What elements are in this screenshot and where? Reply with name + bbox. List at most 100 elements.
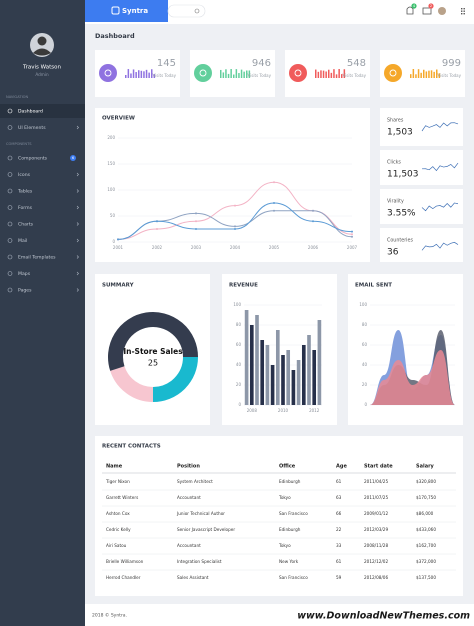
nav-item[interactable]: Tables [17,189,33,195]
point [351,233,353,236]
metric-value: 1,503 [387,128,413,138]
x-tick-label: 2008 [247,408,258,413]
cell: Cedric Kelly [106,527,131,532]
x-tick-label: 2004 [230,245,241,250]
cell: San Francisco [279,575,308,580]
y-tick-label: 100 [359,302,367,307]
point [195,220,197,223]
sparkline [421,162,459,172]
cell: 2012/08/06 [364,575,388,580]
page-title: Dashboard [95,32,135,40]
bar [244,310,249,405]
point [117,238,119,241]
bar [317,320,322,405]
stat-cards: 145 Visits Today 946 Visits Today 548 Visits … [95,50,465,97]
bar [307,335,311,405]
x-tick-label: 2001 [113,245,124,250]
nav-icon [7,205,13,210]
donut-chart [108,312,198,402]
user-avatar[interactable] [438,7,446,15]
sparkbar [138,70,140,78]
badge-count: 4 [413,4,416,8]
y-tick-label: 100 [107,187,115,192]
donut-value: 25 [148,359,158,368]
chevron [76,222,79,226]
sparkbar [343,69,346,78]
metric-label: Clicks [387,160,401,166]
point [351,230,353,233]
stat-label: Visits Today [153,73,177,78]
y-tick-label: 40 [236,362,242,367]
cell: 2011/04/25 [364,479,388,484]
sparkbar [135,72,137,78]
search-box[interactable] [167,4,206,18]
cell: System Architect [177,479,213,484]
cell: Sales Assistant [177,575,209,580]
nav-item[interactable]: Maps [18,271,31,277]
stat-icon [289,64,307,82]
cell: Edinburgh [279,479,301,484]
nav-item[interactable]: Icons [18,172,31,178]
card-title: OVERVIEW [102,116,135,122]
cell: 22 [336,527,342,532]
bar [260,340,265,405]
chevron [76,125,79,130]
y-tick-label: 80 [236,322,242,327]
point [195,212,197,215]
x-tick-label: 2002 [152,245,163,250]
logo[interactable] [85,0,168,22]
bar [255,315,259,405]
nav-item[interactable]: Forms [18,205,33,211]
cell: $170,750 [416,495,436,500]
nav-badge-count: 6 [72,156,74,160]
y-tick-label: 0 [112,239,115,244]
sparkbar [338,69,340,78]
nav-icon [7,108,13,114]
avatar-head [37,36,47,46]
bar [265,345,270,405]
stat-value: 999 [442,58,461,69]
sparkbar [145,69,148,78]
sparkbar [317,71,320,78]
logo-icon [111,6,120,15]
card-title: EMAIL SENT [355,283,392,289]
nav-item[interactable]: Mail [18,238,27,244]
y-tick-label: 60 [236,342,242,347]
sparkbar [328,69,330,78]
point [195,228,197,230]
point [234,204,236,207]
sparkbar [436,69,438,78]
cell: Airi Satou [106,543,127,548]
y-tick-label: 80 [362,322,368,327]
cell: 2009/01/12 [364,511,388,516]
sparkbar [325,71,327,78]
point [312,209,314,212]
sparkline [421,241,459,251]
nav-item[interactable]: Components [18,156,48,162]
sparkbar [233,74,235,78]
nav-item[interactable]: Charts [18,222,34,228]
cell: Edinburgh [279,527,301,532]
nav-item[interactable]: Email Templates [18,255,56,261]
chevron [76,172,79,177]
nav-icon [7,172,13,177]
y-tick-label: 60 [362,342,368,347]
x-tick-label: 2012 [309,408,320,413]
sparkbar [230,69,232,78]
nav-item[interactable]: Dashboard [18,109,43,115]
cell: 2012/12/02 [364,559,388,564]
cell: Tiger Nixon [105,479,130,484]
stat-label: Visits Today [248,73,272,78]
watermark: www.DownloadNewThemes.com [297,611,470,622]
bell-icon[interactable] [406,6,414,15]
metric-cards: Shares 1,503 Clicks 11,503 Virality 3.55% Coun… [380,108,463,262]
nav-item[interactable]: Pages [18,288,32,294]
mail-icon[interactable] [422,7,432,15]
nav-icon [7,254,13,260]
nav-item[interactable]: UI Elements [18,125,46,131]
bar [301,345,306,405]
sparkbar [125,75,127,78]
nav-icon [7,271,13,276]
menu-icon[interactable] [461,8,465,15]
column-header: Office [279,464,296,470]
